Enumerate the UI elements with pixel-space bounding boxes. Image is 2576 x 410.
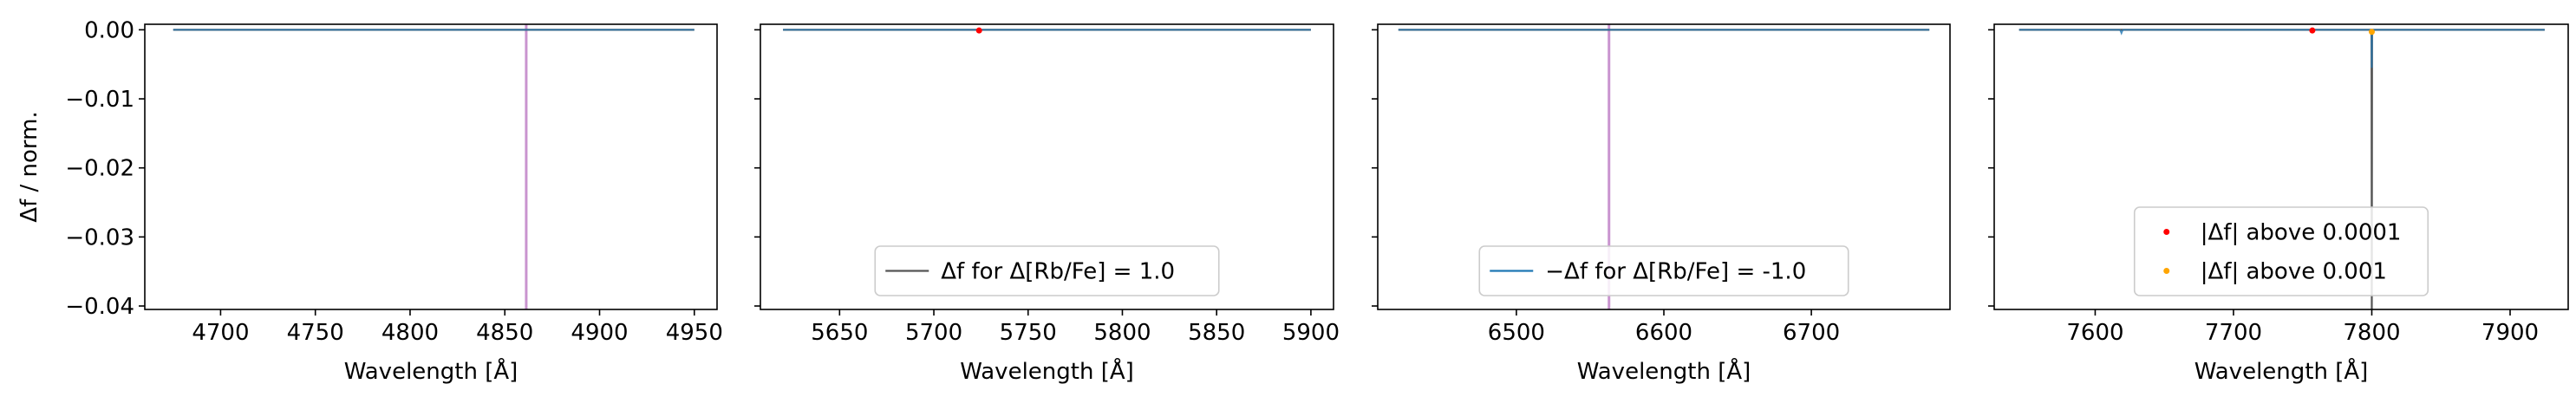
axes-frame	[1993, 23, 2569, 310]
panel-4: 7600 7700 7800 7900 Wavelength [Å] |Δf| above…	[1988, 23, 2569, 385]
x-tick-label: 6700	[1783, 320, 1840, 346]
x-tick-label: 4950	[666, 320, 723, 346]
highlight-point-1	[975, 27, 982, 34]
y-tick-label: −0.01	[65, 87, 134, 113]
plot-area	[783, 27, 1311, 34]
panel-3: 6500 6600 6700 Wavelength [Å] −Δf for Δ[Rb/F…	[1372, 23, 1951, 385]
legend: |Δf| above 0.0001 |Δf| above 0.001	[2133, 206, 2429, 296]
x-tick-label: 4800	[382, 320, 439, 346]
x-tick-label: 6500	[1488, 320, 1545, 346]
legend-dot-marker	[2163, 229, 2170, 235]
legend: Δf for Δ[Rb/Fe] = 1.0	[874, 245, 1220, 296]
x-tick-label: 5850	[1188, 320, 1245, 346]
x-axis-label: Wavelength [Å]	[960, 357, 1134, 385]
legend-entry-label: −Δf for Δ[Rb/Fe] = -1.0	[1545, 259, 1806, 285]
x-axis-label: Wavelength [Å]	[1577, 357, 1751, 385]
x-tick-label: 5900	[1282, 320, 1340, 346]
y-tick-label: −0.02	[65, 156, 134, 182]
x-axis-label: Wavelength [Å]	[344, 357, 518, 385]
x-tick-label: 7600	[2066, 320, 2123, 346]
panel-1: 4700 4750 4800 4850 4900 4950 0.00 −0.01 −0.02 −0…	[16, 17, 723, 385]
highlight-point-2	[2368, 29, 2375, 36]
x-tick-label: 7800	[2343, 320, 2400, 346]
legend-entry-label: |Δf| above 0.0001	[2201, 220, 2402, 246]
neg-delta-f-series-line	[2018, 29, 2545, 68]
x-tick-label: 6600	[1635, 320, 1692, 346]
axes-frame	[760, 23, 1334, 310]
legend-box	[2133, 206, 2429, 296]
plot-area	[173, 24, 695, 309]
x-axis-label: Wavelength [Å]	[2194, 357, 2369, 385]
y-tick-label: 0.00	[84, 17, 134, 43]
x-tick-label: 5750	[1000, 320, 1057, 346]
x-tick-label: 7700	[2205, 320, 2262, 346]
x-tick-label: 5650	[811, 320, 868, 346]
legend-entry-label: Δf for Δ[Rb/Fe] = 1.0	[941, 259, 1175, 285]
x-tick-label: 4750	[287, 320, 344, 346]
plot-area	[2018, 27, 2545, 309]
axes-frame	[144, 23, 718, 310]
highlight-point-1	[2309, 27, 2316, 34]
legend-box	[874, 245, 1220, 296]
y-tick-label: −0.04	[65, 294, 134, 320]
legend-dot-marker	[2163, 268, 2170, 274]
x-tick-label: 5800	[1093, 320, 1151, 346]
x-tick-label: 5700	[905, 320, 962, 346]
x-tick-label: 7900	[2481, 320, 2539, 346]
legend: −Δf for Δ[Rb/Fe] = -1.0	[1478, 245, 1849, 296]
x-tick-label: 4850	[476, 320, 533, 346]
y-axis-label: Δf / norm.	[16, 111, 42, 222]
x-tick-label: 4900	[571, 320, 628, 346]
panel-2: 5650 5700 5750 5800 5850 5900 Wavelength [Å] Δf…	[754, 23, 1340, 385]
x-tick-label: 4700	[192, 320, 249, 346]
legend-box	[1478, 245, 1849, 296]
y-tick-label: −0.03	[65, 225, 134, 251]
legend-entry-label: |Δf| above 0.001	[2201, 259, 2387, 285]
